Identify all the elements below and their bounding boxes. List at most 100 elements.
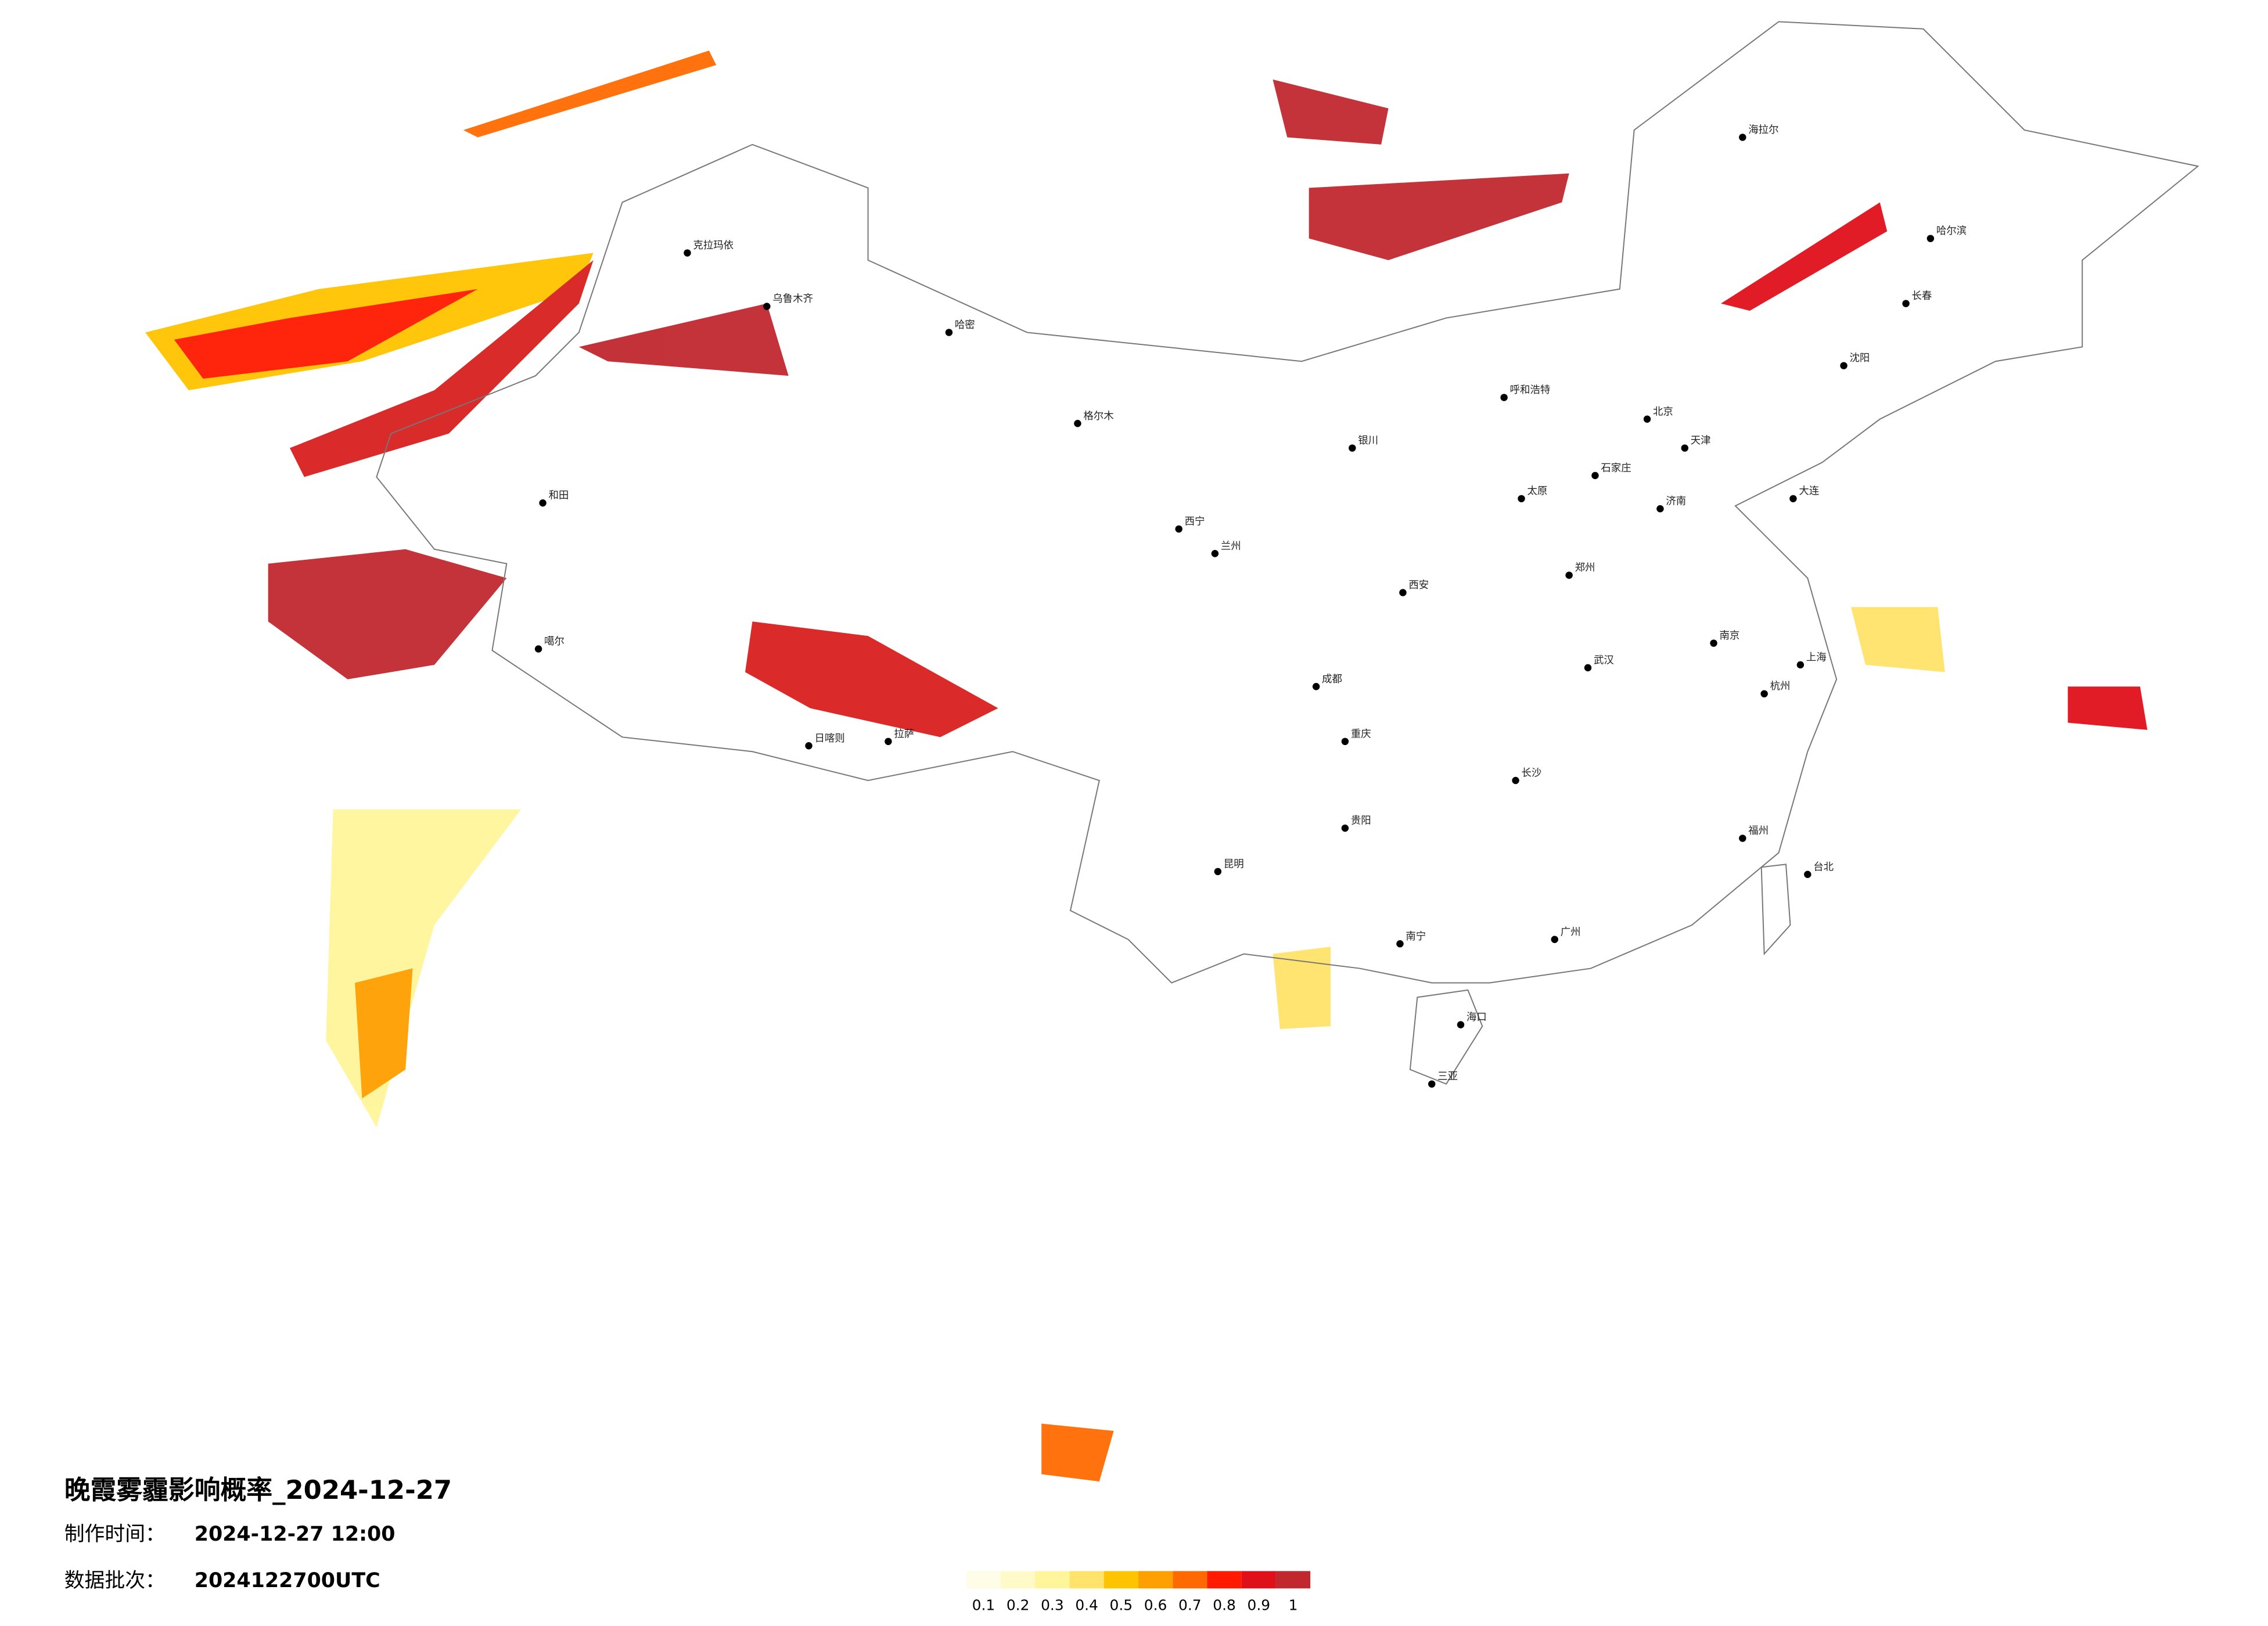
- colorbar: 0.1 0.2 0.3 0.4 0.5 0.6 0.7 0.8 0.9 1: [966, 1571, 1311, 1614]
- city-label: 日喀则: [814, 733, 844, 744]
- country-outline: [376, 21, 2199, 1085]
- colorbar-swatch: [1138, 1571, 1173, 1589]
- city-dot: [1565, 571, 1573, 579]
- city-label: 成都: [1322, 674, 1342, 685]
- city-dot: [1804, 870, 1811, 878]
- city-dot: [1656, 505, 1664, 513]
- city-label: 海拉尔: [1748, 124, 1778, 136]
- colorbar-swatch: [1275, 1571, 1311, 1589]
- batch: 2024122700UTC: [195, 1569, 380, 1592]
- city-dot: [1175, 525, 1182, 533]
- city-label: 福州: [1748, 825, 1769, 837]
- city-dot: [763, 303, 771, 310]
- city-label: 乌鲁木齐: [772, 293, 813, 305]
- city-label: 沈阳: [1850, 352, 1870, 364]
- batch-label: 数据批次：: [64, 1569, 166, 1592]
- colorbar-swatch: [1035, 1571, 1070, 1589]
- city-dot: [1074, 420, 1081, 427]
- city-label: 西安: [1408, 580, 1429, 591]
- city-dot: [1551, 936, 1558, 943]
- colorbar-tick: 1: [1289, 1597, 1298, 1614]
- production-label: 制作时间：: [64, 1523, 166, 1546]
- colorbar-tick: 0.1: [972, 1597, 995, 1614]
- city-label: 长春: [1912, 290, 1932, 302]
- city-label: 西宁: [1185, 516, 1205, 527]
- city-label: 哈尔滨: [1936, 225, 1967, 237]
- city-dot: [1396, 940, 1404, 948]
- city-dot: [1739, 134, 1746, 141]
- city-dot: [1840, 362, 1848, 369]
- city-dot: [1681, 444, 1688, 452]
- colorbar-tick: 0.4: [1075, 1597, 1098, 1614]
- city-dot: [1584, 664, 1592, 672]
- city-label: 重庆: [1351, 728, 1371, 740]
- city-dot: [1902, 300, 1910, 307]
- city-label: 贵阳: [1351, 815, 1371, 827]
- city-label: 杭州: [1770, 681, 1791, 692]
- colorbar-tick: 0.5: [1110, 1597, 1133, 1614]
- city-dot: [1349, 444, 1356, 452]
- city-dot: [1591, 472, 1599, 480]
- city-label: 台北: [1813, 861, 1834, 873]
- city-label: 武汉: [1594, 654, 1614, 666]
- city-label: 海口: [1467, 1012, 1487, 1023]
- city-dot: [1789, 495, 1797, 502]
- city-dot: [1760, 690, 1768, 697]
- title: 晚霞雾霾影响概率_2024-12-27: [64, 1474, 452, 1505]
- city-label: 格尔木: [1083, 411, 1113, 422]
- city-dot: [684, 249, 691, 257]
- city-label: 北京: [1653, 406, 1673, 418]
- city-label: 广州: [1561, 926, 1581, 938]
- colorbar-swatch: [1207, 1571, 1242, 1589]
- city-label: 天津: [1691, 435, 1711, 447]
- city-label: 上海: [1806, 652, 1827, 663]
- city-label: 和田: [549, 490, 569, 502]
- city-label: 长沙: [1522, 768, 1542, 779]
- city-dot: [1512, 776, 1519, 785]
- colorbar-tick: 0.3: [1041, 1597, 1064, 1614]
- city-dot: [1710, 639, 1717, 647]
- city-label: 太原: [1527, 485, 1547, 497]
- city-label: 三亚: [1437, 1071, 1458, 1082]
- city-label: 南宁: [1406, 931, 1426, 942]
- city-label: 银川: [1358, 435, 1378, 447]
- city-dot: [1926, 235, 1935, 242]
- city-label: 噶尔: [544, 636, 565, 647]
- city-label: 拉萨: [894, 728, 914, 740]
- city-label: 郑州: [1575, 562, 1595, 574]
- city-dot: [1428, 1080, 1436, 1088]
- colorbar-swatch: [1241, 1571, 1276, 1589]
- city-dot: [1214, 868, 1222, 876]
- city-dot: [539, 499, 547, 507]
- colorbar-tick: 0.7: [1178, 1597, 1202, 1614]
- city-label: 石家庄: [1601, 462, 1631, 474]
- city-dot: [885, 738, 892, 746]
- city-dot: [1211, 550, 1219, 557]
- colorbar-swatch: [1069, 1571, 1104, 1589]
- city-label: 兰州: [1221, 541, 1241, 552]
- fog-patches: [145, 51, 2148, 1482]
- city-label: 昆明: [1224, 858, 1244, 870]
- city-dot: [805, 742, 813, 750]
- city-label: 克拉玛依: [693, 240, 734, 251]
- city-dot: [1341, 738, 1349, 746]
- city-dot: [945, 329, 953, 336]
- city-label: 济南: [1666, 496, 1686, 508]
- colorbar-swatch: [1001, 1571, 1036, 1589]
- production-time: 2024-12-27 12:00: [195, 1523, 396, 1546]
- city-dot: [1518, 495, 1525, 502]
- colorbar-swatch: [1173, 1571, 1207, 1589]
- city-label: 哈密: [955, 319, 975, 331]
- colorbar-tick: 0.2: [1007, 1597, 1030, 1614]
- city-dot: [1399, 589, 1407, 596]
- colorbar-tick: 0.9: [1248, 1597, 1271, 1614]
- city-label: 呼和浩特: [1510, 384, 1551, 396]
- colorbar-tick: 0.8: [1213, 1597, 1236, 1614]
- colorbar-swatch: [1104, 1571, 1138, 1589]
- city-dot: [1457, 1021, 1465, 1028]
- colorbar-tick: 0.6: [1144, 1597, 1167, 1614]
- city-dot: [1500, 394, 1508, 401]
- city-dot: [534, 645, 542, 653]
